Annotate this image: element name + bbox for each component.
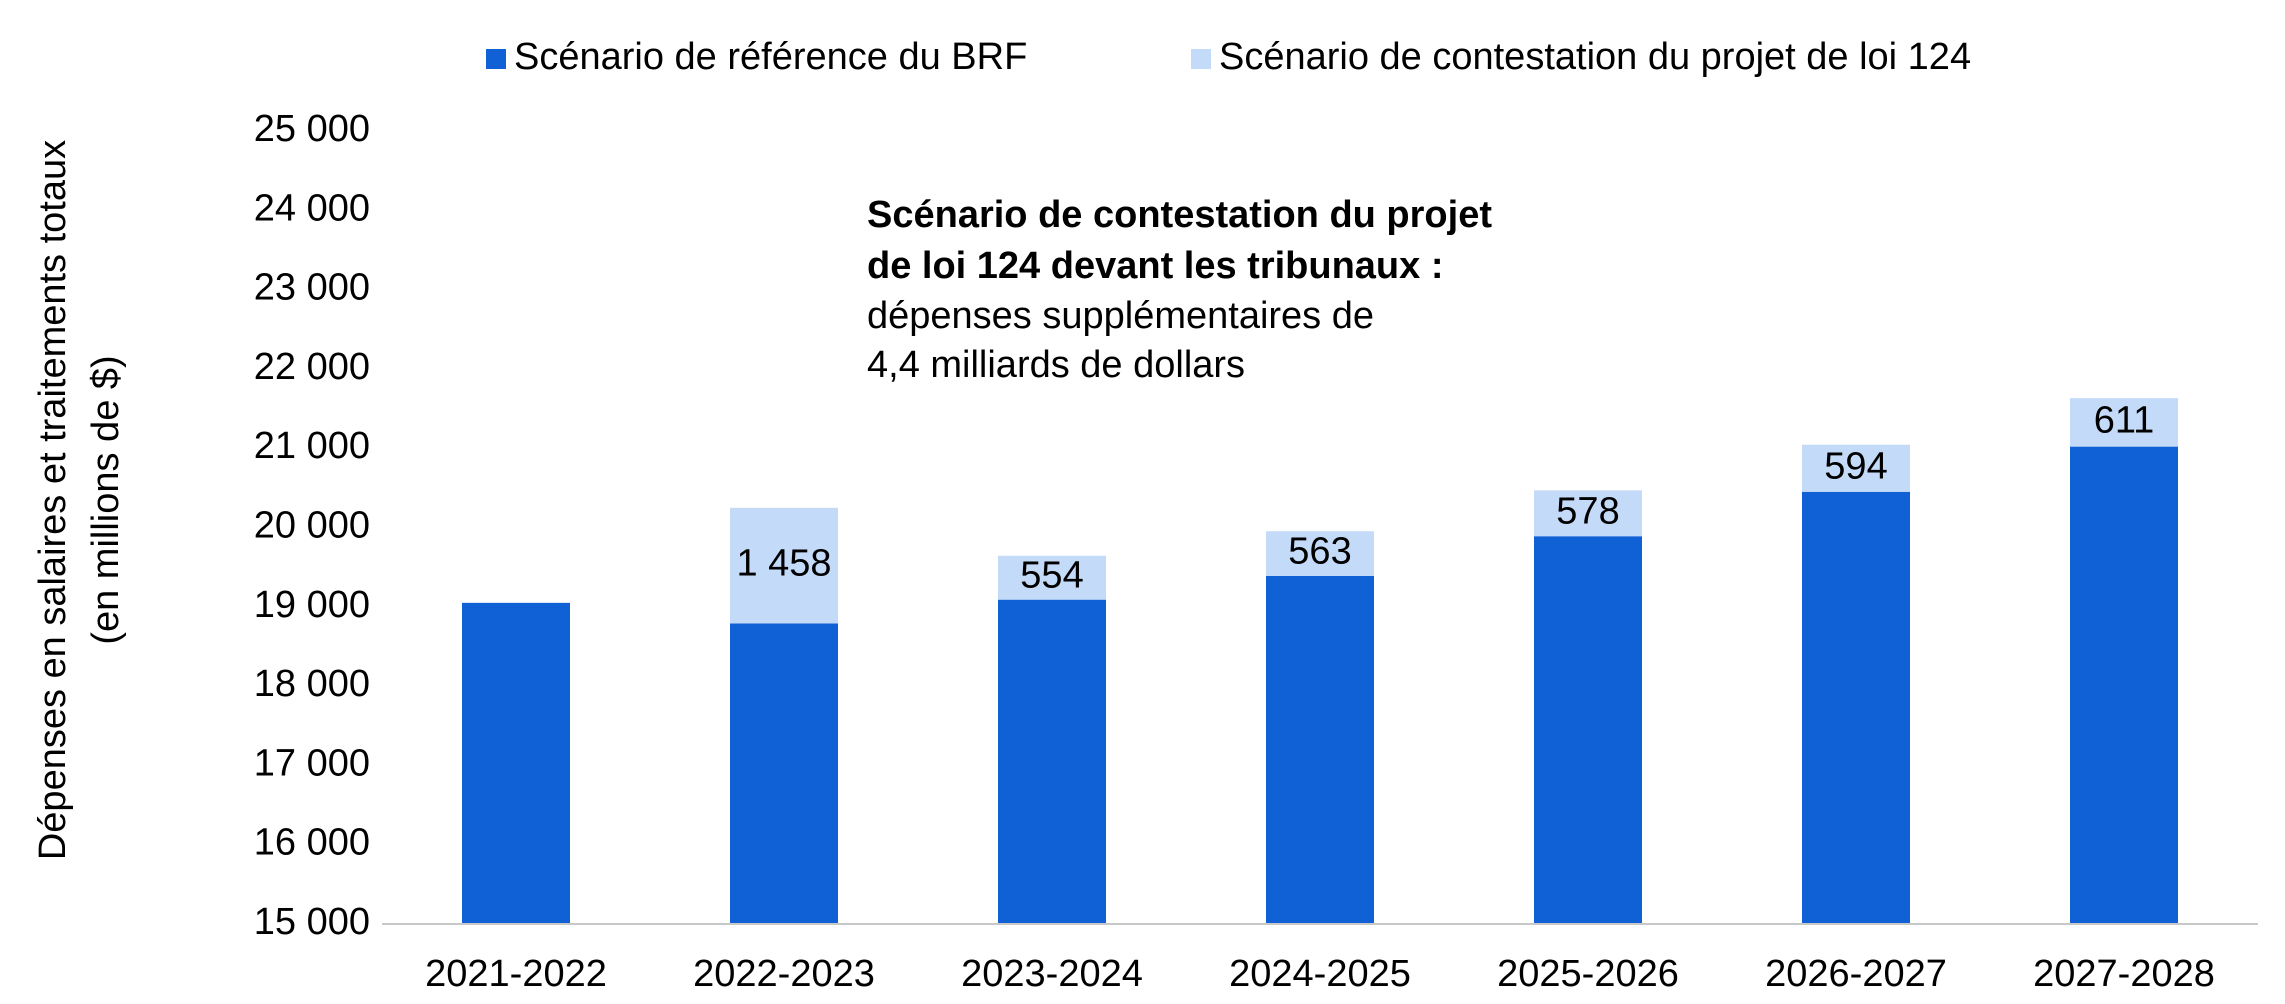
x-tick-label: 2026-2027 [1765, 953, 1947, 995]
bar-segment [1802, 491, 1910, 924]
legend-swatch [486, 49, 506, 69]
legend-label: Scénario de référence du BRF [514, 36, 1027, 78]
legend-swatch [1191, 49, 1211, 69]
bar-segment [730, 507, 838, 624]
bar-segment [1266, 575, 1374, 924]
data-label: 611 [2094, 399, 2155, 441]
x-tick-label: 2021-2022 [425, 953, 607, 995]
annotation-title: Scénario de contestation du projet [867, 194, 1492, 236]
x-tick-label: 2025-2026 [1497, 953, 1679, 995]
y-axis-label: Dépenses en salaires et traitements tota… [32, 140, 74, 860]
x-tick-label: 2022-2023 [693, 953, 875, 995]
legend-label: Scénario de contestation du projet de lo… [1219, 36, 1971, 78]
y-tick-label: 23 000 [254, 267, 370, 309]
data-label: 578 [1556, 490, 1619, 532]
y-tick-label: 20 000 [254, 505, 370, 547]
data-label: 1 458 [736, 543, 831, 585]
bar-segment [998, 599, 1106, 924]
data-label: 594 [1824, 445, 1887, 487]
y-tick-label: 16 000 [254, 822, 370, 864]
y-tick-label: 21 000 [254, 425, 370, 467]
annotation-text: 4,4 milliards de dollars [867, 344, 1245, 386]
data-label: 554 [1020, 555, 1083, 597]
y-tick-label: 22 000 [254, 346, 370, 388]
bar-segment [1266, 531, 1374, 576]
bar-segment [1534, 536, 1642, 924]
x-tick-label: 2023-2024 [961, 953, 1143, 995]
annotation-text: dépenses supplémentaires de [867, 295, 1374, 337]
y-axis-label: (en millions de $) [85, 355, 127, 644]
y-tick-label: 15 000 [254, 901, 370, 943]
y-tick-label: 24 000 [254, 187, 370, 229]
bar-segment [2070, 398, 2178, 447]
bar-segment [462, 602, 570, 924]
bar-segment [1534, 490, 1642, 537]
annotation-title: de loi 124 devant les tribunaux : [867, 245, 1444, 287]
x-tick-label: 2027-2028 [2033, 953, 2215, 995]
bar-segment [2070, 446, 2178, 924]
data-label: 563 [1288, 531, 1351, 573]
bar-segment [998, 555, 1106, 600]
y-tick-label: 19 000 [254, 584, 370, 626]
y-tick-label: 18 000 [254, 663, 370, 705]
y-tick-label: 25 000 [254, 108, 370, 150]
x-tick-label: 2024-2025 [1229, 953, 1411, 995]
bar-segment [1802, 444, 1910, 492]
bar-segment [730, 623, 838, 924]
y-tick-label: 17 000 [254, 742, 370, 784]
